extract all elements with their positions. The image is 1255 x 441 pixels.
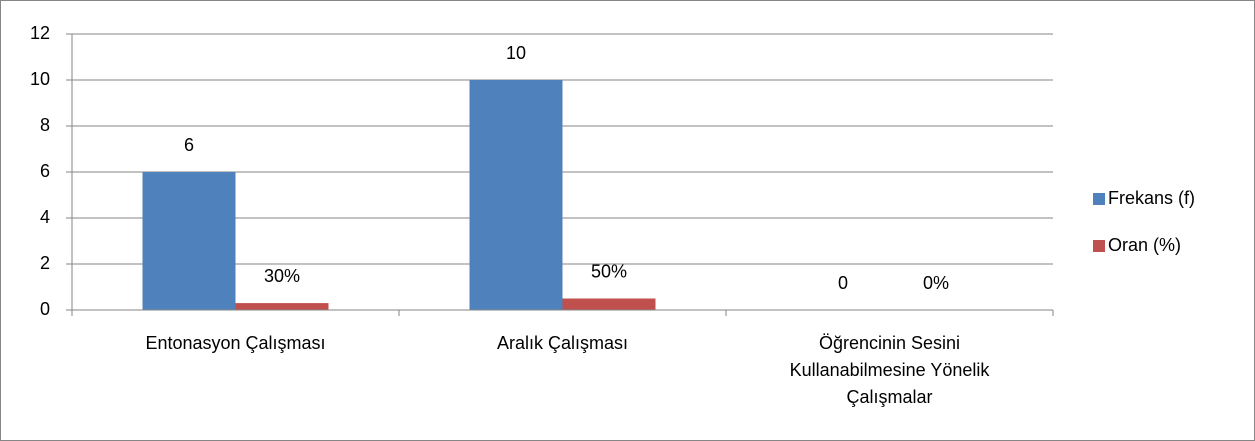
bar	[469, 80, 563, 310]
y-tick-label: 10	[30, 69, 50, 89]
legend-label: Oran (%)	[1108, 235, 1181, 255]
data-label: 10	[506, 43, 526, 63]
data-label: 0%	[923, 273, 949, 293]
x-tick-line: Kullanabilmesine Yönelik	[790, 360, 991, 380]
y-tick-label: 4	[40, 207, 50, 227]
legend-swatch	[1093, 193, 1105, 205]
bar	[562, 298, 656, 310]
bar	[142, 172, 236, 310]
bar	[235, 303, 329, 310]
x-tick-label: Aralık Çalışması	[497, 333, 628, 353]
y-tick-label: 12	[30, 23, 50, 43]
data-label: 50%	[591, 261, 627, 281]
y-tick-label: 8	[40, 115, 50, 135]
legend-swatch	[1093, 240, 1105, 252]
x-tick-label: Öğrencinin Sesini Kullanabilmesine Yöneli…	[790, 333, 991, 407]
data-label: 6	[184, 135, 194, 155]
data-label: 30%	[264, 266, 300, 286]
y-tick-label: 0	[40, 299, 50, 319]
data-label: 0	[838, 273, 848, 293]
x-tick-line: Entonasyon Çalışması	[145, 333, 325, 353]
y-tick-label: 6	[40, 161, 50, 181]
legend-label: Frekans (f)	[1108, 188, 1195, 208]
y-tick-label: 2	[40, 253, 50, 273]
x-tick-line: Aralık Çalışması	[497, 333, 628, 353]
x-tick-line: Öğrencinin Sesini	[819, 333, 960, 353]
x-tick-label: Entonasyon Çalışması	[145, 333, 325, 353]
x-tick-line: Çalışmalar	[846, 387, 932, 407]
